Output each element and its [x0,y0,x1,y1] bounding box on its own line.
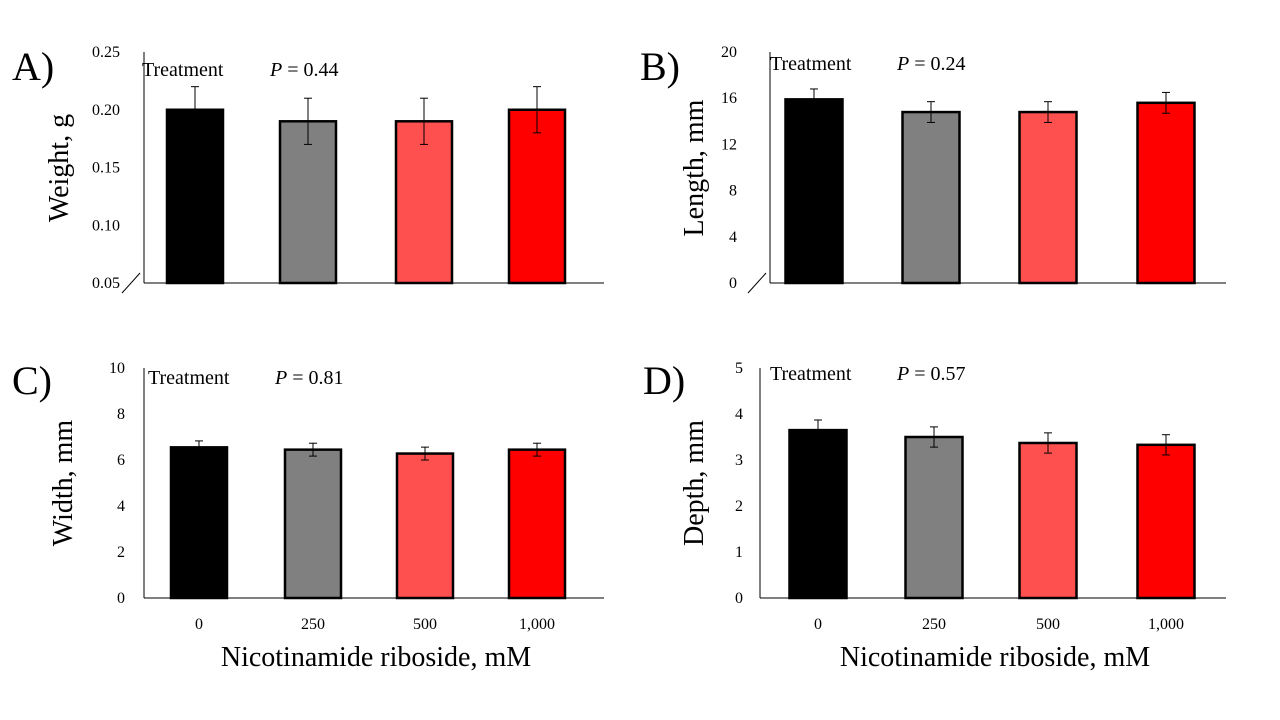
bar-0 [165,108,225,285]
treatment-label: Treatment [770,53,852,75]
chart-panel: B) Length, mm 0 4 8 12 16 20 Treatment P = 0.24 [640,44,1226,294]
y-tick-label: 4 [735,406,743,423]
p-value: = 0.44 [282,59,338,81]
p-value-label: P = 0.81 [274,367,344,389]
axis-break-marker [747,272,767,294]
p-value: = 0.24 [909,53,965,75]
y-tick-label: 0.20 [92,102,120,119]
y-tick-label: 4 [117,498,125,515]
y-tick-label: 8 [117,406,125,423]
bar-250 [901,110,961,285]
bar-1,000 [507,448,567,600]
p-symbol: P [269,59,282,81]
y-tick-label: 3 [735,452,743,469]
y-tick-label: 0.05 [92,275,120,292]
y-axis-label: Depth, mm [679,420,710,546]
bar-1,000 [507,108,567,285]
y-tick-label: 6 [117,452,125,469]
chart-panel: A) Weight, g 0.05 0.10 0.15 0.20 0.25 Treatment… [12,44,604,294]
bar-250 [283,448,343,600]
chart-panel: C) Width, mm 0 2 4 6 8 10 Treatment P = 0.81 0 250 5… [12,358,604,673]
bar-1,000 [1136,101,1196,285]
y-tick-label: 16 [721,90,737,107]
treatment-label: Treatment [142,59,224,81]
p-value-label: P = 0.24 [896,53,966,75]
p-value: = 0.57 [909,363,965,385]
x-tick-label: 250 [922,616,946,633]
y-tick-label: 2 [735,498,743,515]
y-tick-label: 0.10 [92,217,120,234]
bar-0 [788,428,848,600]
y-tick-label: 0 [117,590,125,607]
panel-label: D) [643,358,685,403]
y-tick-label: 10 [109,360,125,377]
bar-500 [395,452,455,600]
y-tick-label: 0.25 [92,44,120,61]
x-axis-label: Nicotinamide riboside, mM [221,642,531,673]
p-symbol: P [896,363,909,385]
bar-0 [784,98,844,285]
p-symbol: P [896,53,909,75]
bar-500 [1018,441,1078,600]
bar-1,000 [1136,443,1196,600]
x-axis-label: Nicotinamide riboside, mM [840,642,1150,673]
y-axis-label: Length, mm [679,99,710,236]
axis-break-marker [121,272,141,294]
bar-500 [1018,110,1078,285]
y-tick-label: 0 [729,275,737,292]
bar-500 [394,120,454,285]
y-axis-label: Weight, g [44,114,75,222]
panel-label: A) [12,44,54,89]
x-tick-label: 250 [301,616,325,633]
chart-panel: D) Depth, mm 0 1 2 3 4 5 Treatment P = 0.57 0 250 50… [643,358,1226,673]
y-tick-label: 0 [735,590,743,607]
panel-label: B) [640,44,680,89]
treatment-label: Treatment [770,363,852,385]
x-tick-label: 500 [413,616,437,633]
bar-250 [278,120,338,285]
y-tick-label: 5 [735,360,743,377]
x-tick-label: 500 [1036,616,1060,633]
x-tick-label: 0 [814,616,822,633]
x-tick-label: 1,000 [519,616,555,633]
treatment-label: Treatment [148,367,230,389]
y-tick-label: 4 [729,229,737,246]
y-tick-label: 2 [117,544,125,561]
y-tick-label: 12 [721,136,737,153]
y-tick-label: 0.15 [92,160,120,177]
x-tick-label: 1,000 [1148,616,1184,633]
p-symbol: P [274,367,287,389]
panel-label: C) [12,358,52,403]
y-tick-label: 8 [729,183,737,200]
p-value-label: P = 0.44 [269,59,339,81]
bar-0 [169,446,229,600]
p-value-label: P = 0.57 [896,363,966,385]
y-tick-label: 20 [721,44,737,61]
y-tick-label: 1 [735,544,743,561]
p-value: = 0.81 [287,367,343,389]
y-axis-label: Width, mm [48,420,79,547]
x-tick-label: 0 [195,616,203,633]
bar-250 [904,435,964,600]
